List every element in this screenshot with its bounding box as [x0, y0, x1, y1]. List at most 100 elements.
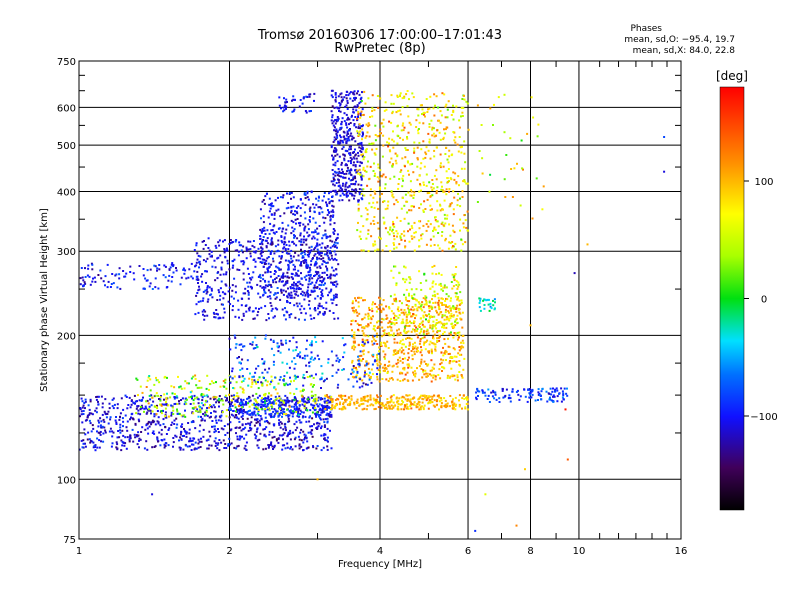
echo-point [308, 110, 311, 113]
echo-point [310, 432, 313, 435]
echo-point [335, 138, 338, 141]
echo-point [361, 188, 364, 191]
echo-point [145, 386, 148, 388]
echo-point [296, 284, 299, 287]
echo-point [245, 441, 248, 444]
echo-point [319, 414, 322, 417]
echo-point [415, 119, 418, 122]
echo-point [184, 415, 187, 418]
echo-point [305, 447, 308, 450]
echo-point [320, 207, 323, 210]
echo-point [449, 314, 452, 317]
echo-point [294, 268, 296, 271]
echo-point [260, 381, 263, 384]
echo-point [303, 229, 306, 232]
echo-point [369, 116, 371, 118]
echo-point [338, 110, 340, 112]
echo-point [217, 241, 220, 244]
echo-point [310, 344, 313, 347]
echo-point [315, 245, 318, 248]
echo-point [202, 313, 204, 316]
echo-point [408, 300, 411, 303]
echo-point [224, 378, 227, 381]
echo-point [402, 179, 404, 182]
echo-point [223, 385, 226, 388]
echo-point [294, 363, 297, 365]
echo-point [458, 311, 461, 314]
echo-point [170, 424, 173, 426]
echo-point [262, 428, 265, 431]
echo-point [407, 161, 409, 164]
echo-point [339, 395, 342, 398]
echo-point [317, 206, 320, 209]
echo-point [384, 363, 386, 366]
echo-point [295, 387, 298, 390]
echo-point [353, 93, 356, 96]
echo-point [154, 445, 157, 448]
echo-point [303, 354, 306, 357]
echo-point [304, 225, 307, 228]
echo-point [380, 309, 383, 312]
echo-point [279, 404, 282, 407]
echo-point [325, 394, 328, 397]
echo-point [333, 129, 336, 132]
echo-point [422, 181, 425, 184]
echo-point [258, 394, 261, 397]
echo-point [137, 405, 140, 407]
echo-point [283, 240, 286, 243]
echo-point [245, 257, 248, 260]
echo-point [279, 426, 282, 429]
echo-point [288, 316, 291, 319]
echo-point [344, 343, 347, 346]
echo-point [267, 397, 270, 400]
echo-point [303, 307, 306, 310]
echo-point [89, 422, 92, 425]
echo-point [305, 401, 308, 404]
echo-point [364, 149, 367, 152]
echo-point [319, 418, 322, 421]
echo-point [354, 153, 357, 156]
echo-point [461, 335, 464, 337]
echo-point [321, 263, 324, 266]
echo-point [289, 254, 292, 257]
echo-point [352, 164, 355, 167]
echo-point [100, 440, 102, 443]
echo-point [418, 408, 421, 411]
echo-point [293, 242, 296, 245]
echo-point [120, 449, 123, 452]
echo-point [327, 399, 329, 402]
echo-point [443, 303, 446, 306]
echo-point [418, 121, 421, 124]
echo-point [336, 357, 339, 360]
echo-point [385, 314, 388, 317]
echo-point [297, 414, 300, 417]
echo-point [438, 299, 440, 302]
echo-point [365, 237, 368, 240]
echo-point [333, 243, 335, 246]
echo-point [406, 160, 409, 163]
echo-point [339, 110, 342, 113]
echo-point [362, 396, 365, 399]
echo-point [283, 423, 286, 426]
echo-point [333, 284, 336, 286]
echo-point [407, 325, 409, 327]
echo-point [236, 268, 239, 271]
echo-point [84, 398, 87, 401]
echo-point [441, 366, 443, 369]
echo-point [313, 248, 316, 251]
echo-point [268, 295, 271, 298]
echo-point [254, 414, 257, 417]
echo-point [286, 401, 289, 404]
echo-point [326, 261, 329, 264]
echo-point [361, 408, 364, 411]
echo-point [452, 213, 455, 216]
echo-point [433, 149, 436, 152]
echo-point [393, 341, 396, 344]
echo-point [266, 192, 268, 195]
echo-point [341, 184, 344, 187]
echo-point [423, 373, 426, 376]
echo-point [106, 413, 109, 415]
echo-point [318, 265, 321, 268]
echo-point [344, 394, 347, 397]
echo-point [280, 291, 283, 294]
